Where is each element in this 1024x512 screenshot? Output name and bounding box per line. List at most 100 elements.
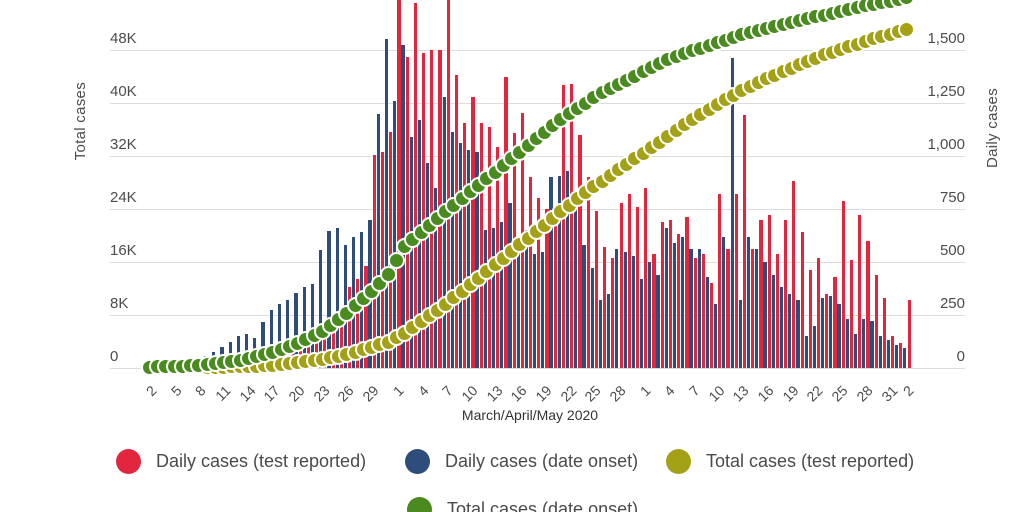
bar-daily-date-onset	[450, 131, 454, 368]
legend-item-total-date-onset: Total cases (date onset)	[407, 497, 638, 512]
bar-daily-date-onset	[335, 228, 339, 368]
bar-daily-date-onset	[648, 262, 652, 368]
x-axis-tick-label: 23	[310, 382, 333, 405]
bar-daily-date-onset	[607, 293, 611, 368]
bar-daily-test-reported	[866, 240, 870, 368]
x-axis-tick-label: 5	[167, 382, 185, 400]
y-axis-left-tick-label: 24K	[110, 189, 137, 206]
bar-daily-test-reported	[619, 202, 623, 368]
bar-daily-test-reported	[751, 249, 755, 368]
bar-daily-date-onset	[788, 293, 792, 368]
bar-daily-date-onset	[574, 206, 578, 368]
bar-daily-test-reported	[882, 298, 886, 368]
x-axis-tick-label: 31	[877, 382, 901, 405]
bar-daily-date-onset	[779, 287, 784, 368]
x-axis-tick-label: 2	[899, 382, 917, 400]
bar-daily-test-reported	[545, 209, 549, 368]
bar-daily-test-reported	[454, 74, 459, 368]
bar-daily-test-reported	[792, 181, 796, 368]
x-axis-tick-label: 28	[853, 382, 876, 405]
bar-daily-test-reported	[586, 177, 590, 368]
bar-daily-date-onset	[853, 334, 858, 368]
bar-daily-date-onset	[319, 250, 323, 368]
dot-total-date-onset	[387, 252, 405, 269]
bar-daily-test-reported	[487, 126, 492, 368]
y-axis-right-tick-label: 1,250	[927, 83, 965, 100]
bar-daily-test-reported	[833, 276, 837, 368]
x-axis-title: March/April/May 2020	[461, 407, 599, 423]
bar-daily-date-onset	[714, 304, 718, 368]
bar-daily-date-onset	[746, 236, 751, 368]
x-axis-tick-label: 26	[334, 382, 358, 405]
bar-daily-date-onset	[796, 300, 800, 368]
bar-daily-test-reported	[537, 198, 541, 368]
bar-daily-date-onset	[516, 242, 520, 368]
x-axis-tick-label: 25	[581, 382, 604, 405]
bar-daily-date-onset	[294, 292, 298, 368]
bar-daily-date-onset	[475, 151, 479, 368]
bar-daily-test-reported	[767, 215, 771, 368]
bar-daily-date-onset	[738, 300, 742, 368]
bar-daily-test-reported	[347, 287, 352, 368]
bar-daily-test-reported	[784, 219, 788, 368]
y-axis-right-tick-label: 250	[939, 295, 965, 312]
bar-daily-date-onset	[582, 245, 586, 368]
bar-daily-test-reported	[825, 293, 829, 368]
x-axis-tick-label: 22	[556, 382, 580, 405]
bar-daily-date-onset	[376, 113, 380, 368]
bar-daily-date-onset	[401, 44, 405, 368]
bar-daily-date-onset	[697, 249, 701, 368]
bar-daily-test-reported	[726, 249, 730, 368]
bar-daily-test-reported	[718, 194, 722, 368]
bar-daily-test-reported	[841, 200, 845, 368]
bar-daily-test-reported	[858, 215, 862, 368]
y-axis-left-tick-label: 48K	[110, 30, 137, 47]
bar-daily-test-reported	[413, 3, 417, 368]
bar-daily-date-onset	[261, 322, 265, 368]
bar-daily-test-reported	[479, 122, 483, 368]
x-axis-tick-label: 1	[636, 382, 654, 400]
bar-daily-date-onset	[269, 309, 273, 368]
bar-daily-test-reported	[504, 76, 508, 368]
legend-dot-red-icon	[116, 449, 141, 474]
bar-daily-date-onset	[845, 319, 849, 368]
bar-daily-date-onset	[722, 236, 726, 368]
legend-label: Total cases (date onset)	[447, 499, 639, 512]
bar-daily-test-reported	[578, 134, 582, 368]
gridline	[110, 50, 965, 51]
bar-daily-date-onset	[533, 253, 537, 368]
legend-dot-olive-icon	[666, 449, 691, 474]
x-axis-tick-label: 11	[212, 382, 234, 404]
bar-daily-date-onset	[442, 96, 446, 368]
bar-daily-test-reported	[660, 221, 664, 368]
bar-daily-test-reported	[430, 50, 434, 368]
bar-daily-test-reported	[627, 194, 631, 368]
bar-daily-date-onset	[598, 300, 603, 368]
x-axis-tick-label: 1	[389, 382, 407, 400]
bar-daily-test-reported	[331, 317, 335, 368]
bar-daily-test-reported	[463, 122, 467, 368]
bar-daily-date-onset	[812, 325, 816, 368]
gridline	[110, 368, 965, 369]
bar-daily-test-reported	[849, 259, 854, 368]
bar-daily-test-reported	[298, 336, 302, 368]
x-axis-tick-label: 25	[828, 382, 851, 405]
gridline	[110, 103, 965, 104]
x-axis-tick-label: 29	[359, 382, 382, 405]
x-axis-tick-label: 7	[439, 382, 456, 400]
y-axis-right-tick-label: 750	[939, 189, 965, 206]
y-axis-left-tick-label: 32K	[110, 136, 137, 153]
legend-label: Daily cases (test reported)	[156, 451, 367, 471]
x-axis-tick-label: 13	[729, 382, 753, 405]
bar-daily-date-onset	[656, 274, 660, 368]
bar-daily-test-reported	[339, 308, 343, 368]
bar-daily-test-reported	[446, 0, 450, 368]
y-axis-right-tick-label: 1,500	[927, 30, 965, 47]
y-axis-right-tick-label: 1,000	[927, 136, 965, 153]
bar-daily-date-onset	[467, 149, 471, 368]
bar-daily-test-reported	[808, 270, 812, 368]
bar-daily-test-reported	[380, 151, 385, 368]
bar-daily-test-reported	[652, 253, 656, 368]
gridline	[110, 156, 965, 157]
y-axis-title-right: Daily cases	[984, 88, 1001, 168]
